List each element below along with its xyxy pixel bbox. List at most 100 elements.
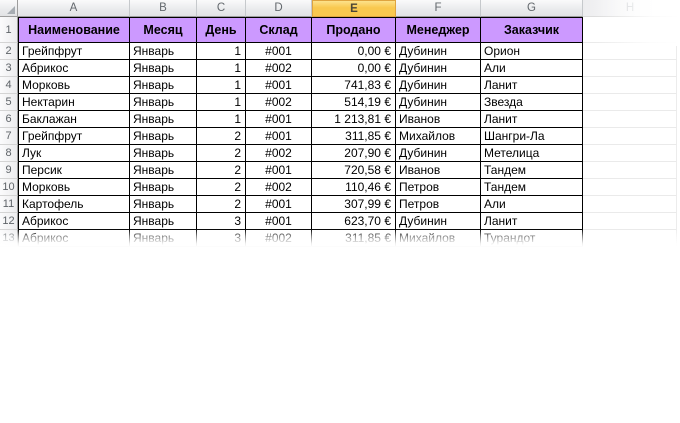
cell-G11[interactable]: Али [481,196,583,213]
row-number-2[interactable]: 2 [0,43,18,60]
row-number-4[interactable]: 4 [0,77,18,94]
cell-C5[interactable]: 1 [197,94,246,111]
row-number-1[interactable]: 1 [0,17,18,43]
cell-B12[interactable]: Январь [130,213,197,230]
cell-A7[interactable]: Грейпфрут [18,128,130,145]
cell-C9[interactable]: 2 [197,162,246,179]
cell-D7[interactable]: #001 [246,128,312,145]
cell-H10[interactable] [583,179,677,196]
row-number-9[interactable]: 9 [0,162,18,179]
header-cell-D1[interactable]: Склад [246,17,312,43]
cell-E3[interactable]: 0,00 € [312,60,396,77]
header-cell-G1[interactable]: Заказчик [481,17,583,43]
cell-C7[interactable]: 2 [197,128,246,145]
cell-B8[interactable]: Январь [130,145,197,162]
column-header-B[interactable]: B [130,0,197,17]
cell-A8[interactable]: Лук [18,145,130,162]
cell-H7[interactable] [583,128,677,145]
cell-E10[interactable]: 110,46 € [312,179,396,196]
cell-F10[interactable]: Петров [396,179,481,196]
cell-H12[interactable] [583,213,677,230]
column-header-H[interactable]: H [583,0,677,17]
cell-E12[interactable]: 623,70 € [312,213,396,230]
header-cell-E1[interactable]: Продано [312,17,396,43]
column-header-G[interactable]: G [481,0,583,17]
cell-H9[interactable] [583,162,677,179]
cell-B3[interactable]: Январь [130,60,197,77]
cell-A13[interactable]: Абрикос [18,230,130,247]
cell-F12[interactable]: Дубинин [396,213,481,230]
cell-D2[interactable]: #001 [246,43,312,60]
cell-D13[interactable]: #002 [246,230,312,247]
cell-F11[interactable]: Петров [396,196,481,213]
cell-H1[interactable] [583,17,677,43]
cell-H8[interactable] [583,145,677,162]
column-header-D[interactable]: D [246,0,312,17]
cell-G9[interactable]: Тандем [481,162,583,179]
cell-C11[interactable]: 2 [197,196,246,213]
cell-C13[interactable]: 3 [197,230,246,247]
cell-G13[interactable]: Турандот [481,230,583,247]
cell-B6[interactable]: Январь [130,111,197,128]
row-number-13[interactable]: 13 [0,230,18,247]
cell-D10[interactable]: #002 [246,179,312,196]
cell-A4[interactable]: Морковь [18,77,130,94]
cell-E5[interactable]: 514,19 € [312,94,396,111]
cell-A5[interactable]: Нектарин [18,94,130,111]
cell-E8[interactable]: 207,90 € [312,145,396,162]
row-number-7[interactable]: 7 [0,128,18,145]
row-number-8[interactable]: 8 [0,145,18,162]
cell-F2[interactable]: Дубинин [396,43,481,60]
cell-F5[interactable]: Дубинин [396,94,481,111]
row-number-12[interactable]: 12 [0,213,18,230]
cell-F8[interactable]: Дубинин [396,145,481,162]
column-header-E[interactable]: E [312,0,396,17]
cell-E7[interactable]: 311,85 € [312,128,396,145]
row-number-5[interactable]: 5 [0,94,18,111]
cell-H5[interactable] [583,94,677,111]
cell-B2[interactable]: Январь [130,43,197,60]
row-number-10[interactable]: 10 [0,179,18,196]
cell-H11[interactable] [583,196,677,213]
cell-C4[interactable]: 1 [197,77,246,94]
column-header-F[interactable]: F [396,0,481,17]
cell-G6[interactable]: Ланит [481,111,583,128]
cell-B4[interactable]: Январь [130,77,197,94]
cell-H2[interactable] [583,43,677,60]
cell-F3[interactable]: Дубинин [396,60,481,77]
column-header-C[interactable]: C [197,0,246,17]
column-header-A[interactable]: A [18,0,130,17]
cell-F13[interactable]: Михайлов [396,230,481,247]
cell-E4[interactable]: 741,83 € [312,77,396,94]
cell-D4[interactable]: #001 [246,77,312,94]
row-number-11[interactable]: 11 [0,196,18,213]
cell-C10[interactable]: 2 [197,179,246,196]
cell-C6[interactable]: 1 [197,111,246,128]
cell-C12[interactable]: 3 [197,213,246,230]
cell-D8[interactable]: #002 [246,145,312,162]
cell-A11[interactable]: Картофель [18,196,130,213]
cell-A10[interactable]: Морковь [18,179,130,196]
cell-G7[interactable]: Шангри-Ла [481,128,583,145]
header-cell-C1[interactable]: День [197,17,246,43]
cell-A3[interactable]: Абрикос [18,60,130,77]
cell-D5[interactable]: #002 [246,94,312,111]
row-number-3[interactable]: 3 [0,60,18,77]
header-cell-F1[interactable]: Менеджер [396,17,481,43]
cell-B9[interactable]: Январь [130,162,197,179]
cell-B11[interactable]: Январь [130,196,197,213]
select-all-corner[interactable] [0,0,18,17]
cell-G4[interactable]: Ланит [481,77,583,94]
cell-G8[interactable]: Метелица [481,145,583,162]
cell-E2[interactable]: 0,00 € [312,43,396,60]
cell-F7[interactable]: Михайлов [396,128,481,145]
cell-B10[interactable]: Январь [130,179,197,196]
cell-F9[interactable]: Иванов [396,162,481,179]
cell-G2[interactable]: Орион [481,43,583,60]
cell-E6[interactable]: 1 213,81 € [312,111,396,128]
cell-A6[interactable]: Баклажан [18,111,130,128]
cell-B7[interactable]: Январь [130,128,197,145]
cell-D6[interactable]: #001 [246,111,312,128]
cell-C8[interactable]: 2 [197,145,246,162]
cell-B13[interactable]: Январь [130,230,197,247]
